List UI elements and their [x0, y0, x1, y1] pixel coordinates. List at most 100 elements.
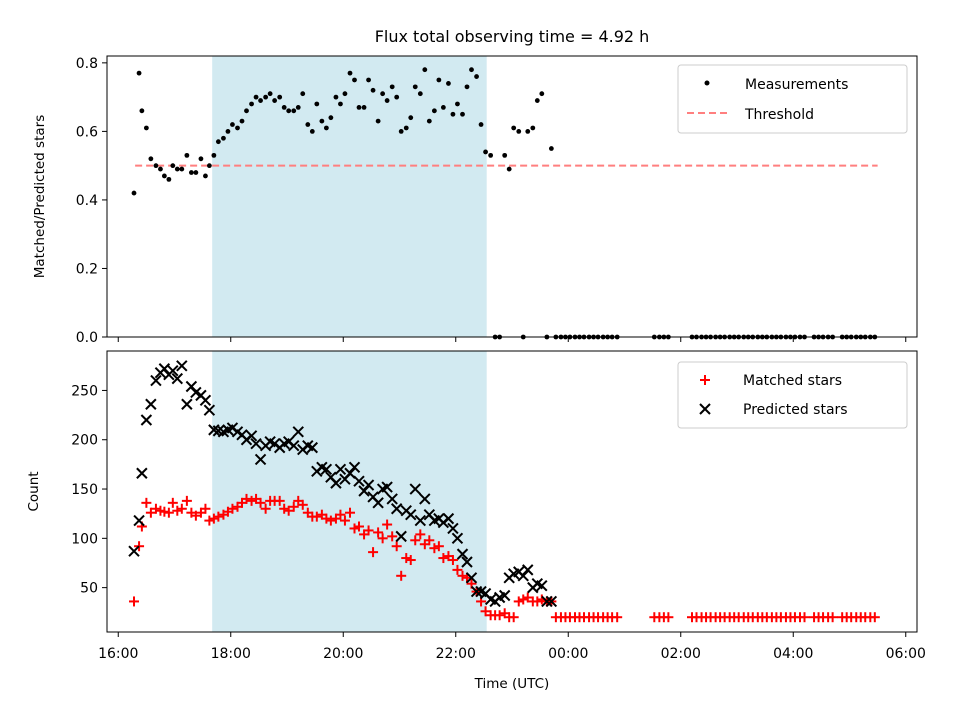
predicted-star-point: [306, 441, 319, 454]
cross-b: [531, 577, 544, 590]
predicted-star-point: [358, 485, 370, 497]
measurement-point: [143, 125, 149, 131]
matched-star-point: [200, 503, 211, 514]
predicted-star-point: [419, 493, 431, 505]
measurement-point: [286, 108, 292, 114]
matched-star-point: [373, 527, 384, 538]
predicted-star-point: [330, 477, 342, 489]
top-panel: 0.0 0.2 0.4 0.6 0.8 Flux total observing tim…: [32, 27, 918, 346]
cross-b: [212, 425, 225, 437]
predicted-star-point: [203, 404, 216, 416]
top-y-axis-label: Matched/Predicted stars: [32, 115, 48, 278]
matched-star-point: [345, 507, 355, 518]
measurement-point: [235, 125, 240, 131]
measurement-point: [342, 91, 348, 97]
matched-star-point: [508, 612, 519, 623]
predicted-star-point: [405, 508, 417, 521]
cross-b: [372, 497, 384, 509]
measurement-point: [511, 125, 517, 131]
cross-b: [517, 570, 529, 582]
matched-star-point: [167, 497, 178, 508]
measurement-point: [170, 163, 176, 169]
measurement-point: [446, 81, 451, 86]
matched-star-point: [447, 555, 458, 566]
predicted-star-point: [167, 365, 179, 377]
matched-star-point: [297, 499, 308, 510]
predicted-star-point: [288, 439, 300, 452]
cross-b: [199, 394, 212, 407]
matched-star-point: [141, 497, 152, 508]
matched-star-point: [452, 564, 463, 575]
cross-b: [522, 564, 534, 576]
predicted-star-point: [465, 572, 478, 584]
predicted-star-point: [414, 514, 427, 527]
predicted-star-point: [456, 548, 469, 560]
predicted-star-point: [362, 479, 375, 491]
measurement-point: [460, 111, 465, 117]
cross-b: [181, 398, 193, 410]
matched-star-point: [429, 543, 440, 554]
matched-star-point: [213, 511, 224, 522]
measurement-point: [230, 122, 235, 127]
measurement-point: [478, 122, 484, 127]
cross-b: [423, 508, 436, 521]
cross-b: [470, 585, 483, 598]
measurement-point: [239, 118, 245, 124]
cross-b: [344, 467, 356, 479]
measurement-point: [361, 105, 367, 110]
predicted-star-point: [536, 579, 548, 592]
measurement-point: [539, 91, 545, 97]
measurement-point: [422, 67, 428, 73]
y-tick-label: 200: [71, 433, 98, 449]
x-tick-label: 20:00: [323, 646, 363, 662]
measurement-point: [323, 125, 329, 131]
measurement-point: [295, 105, 301, 110]
matched-star-point: [145, 507, 156, 518]
predicted-star-point: [150, 374, 162, 387]
cross-b: [348, 461, 361, 474]
matched-star-point: [396, 570, 407, 581]
matched-star-point: [255, 497, 266, 508]
bottom-legend-box: [677, 361, 908, 429]
measurement-point: [440, 105, 446, 110]
legend-marker-matched-stars: [700, 375, 710, 385]
legend-marker-predicted-stars: [699, 403, 711, 415]
matched-star-point: [513, 596, 524, 607]
measurement-point: [516, 128, 522, 134]
y-tick-label: 50: [80, 581, 98, 597]
matched-star-point: [288, 501, 299, 512]
cross-b: [442, 512, 455, 525]
cross-b: [461, 556, 473, 568]
cross-b: [456, 548, 469, 560]
cross-b: [484, 593, 497, 606]
measurement-point: [389, 84, 395, 90]
cross-b: [419, 493, 431, 505]
cross-b: [479, 587, 492, 600]
matched-star-point: [494, 610, 505, 621]
matched-star-point: [382, 519, 393, 530]
matched-star-point: [176, 503, 187, 514]
matched-star-point: [349, 523, 360, 534]
measurement-point: [215, 139, 221, 145]
legend-label-matched-stars: Matched stars: [743, 373, 842, 389]
x-tick-label: 00:00: [548, 646, 588, 662]
matched-star-point: [339, 515, 350, 526]
cross-b: [254, 453, 267, 466]
matched-star-point: [827, 612, 838, 623]
predicted-star-point: [158, 363, 171, 375]
y-tick-label: 0.4: [76, 193, 98, 209]
cross-b: [498, 589, 511, 602]
cross-b: [381, 481, 393, 493]
measurement-point: [206, 163, 212, 169]
cross-b: [288, 439, 300, 452]
measurement-point: [398, 128, 404, 134]
predicted-star-point: [381, 481, 393, 493]
cross-b: [320, 463, 333, 476]
matched-star-point: [799, 612, 810, 623]
matched-star-point: [311, 511, 322, 522]
measurement-point: [258, 98, 263, 103]
measurement-point: [139, 108, 145, 114]
cross-b: [158, 363, 171, 375]
matched-star-point: [172, 505, 183, 516]
measurement-point: [211, 152, 217, 158]
